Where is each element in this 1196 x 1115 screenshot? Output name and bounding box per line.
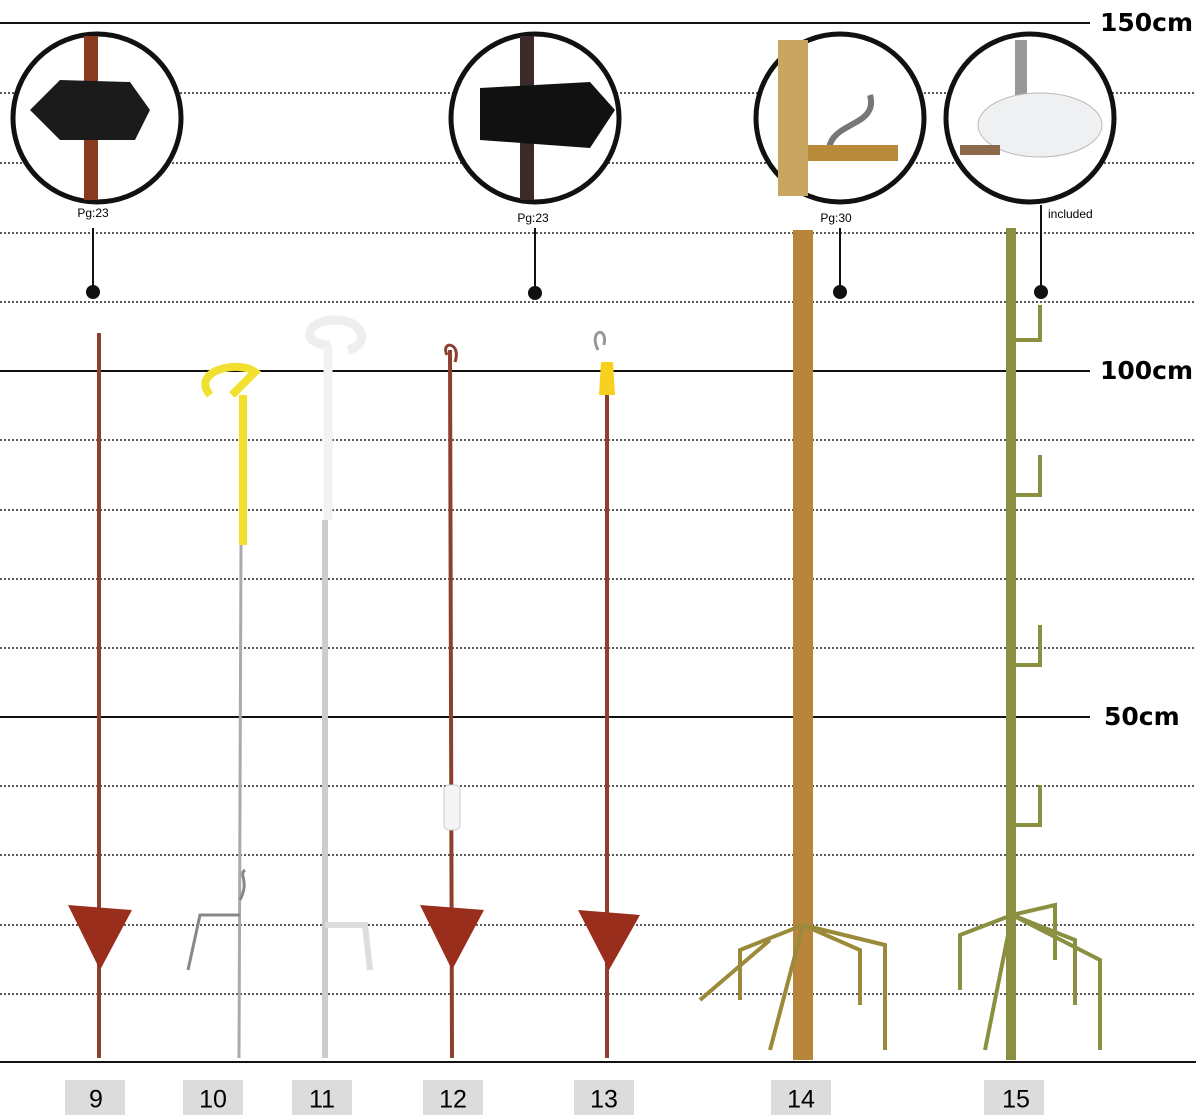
shape bbox=[325, 922, 373, 971]
post-numbers bbox=[65, 1080, 1044, 1115]
post-number: 15 bbox=[1002, 1086, 1030, 1114]
shape bbox=[1015, 40, 1027, 100]
callout-label: Pg:30 bbox=[820, 211, 852, 225]
shape bbox=[480, 82, 615, 148]
shape bbox=[528, 286, 542, 300]
callout-label: Pg:23 bbox=[517, 211, 549, 225]
scale-label: 50cm bbox=[1104, 702, 1180, 731]
shape bbox=[30, 80, 150, 140]
shape bbox=[305, 315, 366, 355]
shape bbox=[86, 285, 100, 299]
post-number: 12 bbox=[439, 1086, 467, 1114]
shape bbox=[1006, 228, 1016, 1060]
shape bbox=[292, 1080, 352, 1115]
shape bbox=[201, 362, 261, 398]
shape bbox=[444, 343, 458, 363]
callout-label: Pg:23 bbox=[77, 206, 109, 220]
shape bbox=[698, 922, 887, 1051]
shape bbox=[443, 784, 461, 831]
post-number: 14 bbox=[787, 1086, 815, 1114]
post-number: 10 bbox=[199, 1086, 227, 1114]
shape bbox=[574, 1080, 634, 1115]
line bbox=[237, 544, 243, 1059]
shape bbox=[977, 92, 1103, 158]
shape bbox=[578, 910, 640, 970]
shape bbox=[593, 331, 606, 351]
post-number: 13 bbox=[590, 1086, 618, 1114]
scale-label: 150cm bbox=[1100, 8, 1193, 37]
shape bbox=[599, 362, 615, 395]
dotted-lines bbox=[0, 92, 1196, 995]
shape bbox=[65, 1080, 125, 1115]
shape bbox=[771, 1080, 831, 1115]
shape bbox=[1016, 305, 1042, 827]
shape bbox=[183, 1080, 243, 1115]
shape bbox=[833, 285, 847, 299]
shape bbox=[86, 205, 1048, 300]
post-number: 9 bbox=[89, 1086, 103, 1114]
shape bbox=[420, 905, 484, 970]
shape bbox=[793, 230, 813, 1060]
callouts bbox=[10, 31, 1117, 300]
shape bbox=[958, 902, 1102, 1051]
shape bbox=[808, 145, 898, 161]
scale-label: 100cm bbox=[1100, 356, 1193, 385]
shape bbox=[186, 868, 247, 971]
shape bbox=[423, 1080, 483, 1115]
solid-lines bbox=[0, 22, 1196, 1063]
shape bbox=[778, 40, 808, 196]
callout-label: included bbox=[1048, 207, 1093, 221]
posts bbox=[68, 228, 1102, 1060]
shape bbox=[1034, 285, 1048, 299]
post-number: 11 bbox=[309, 1086, 335, 1114]
shape bbox=[984, 1080, 1044, 1115]
shape bbox=[68, 905, 132, 970]
